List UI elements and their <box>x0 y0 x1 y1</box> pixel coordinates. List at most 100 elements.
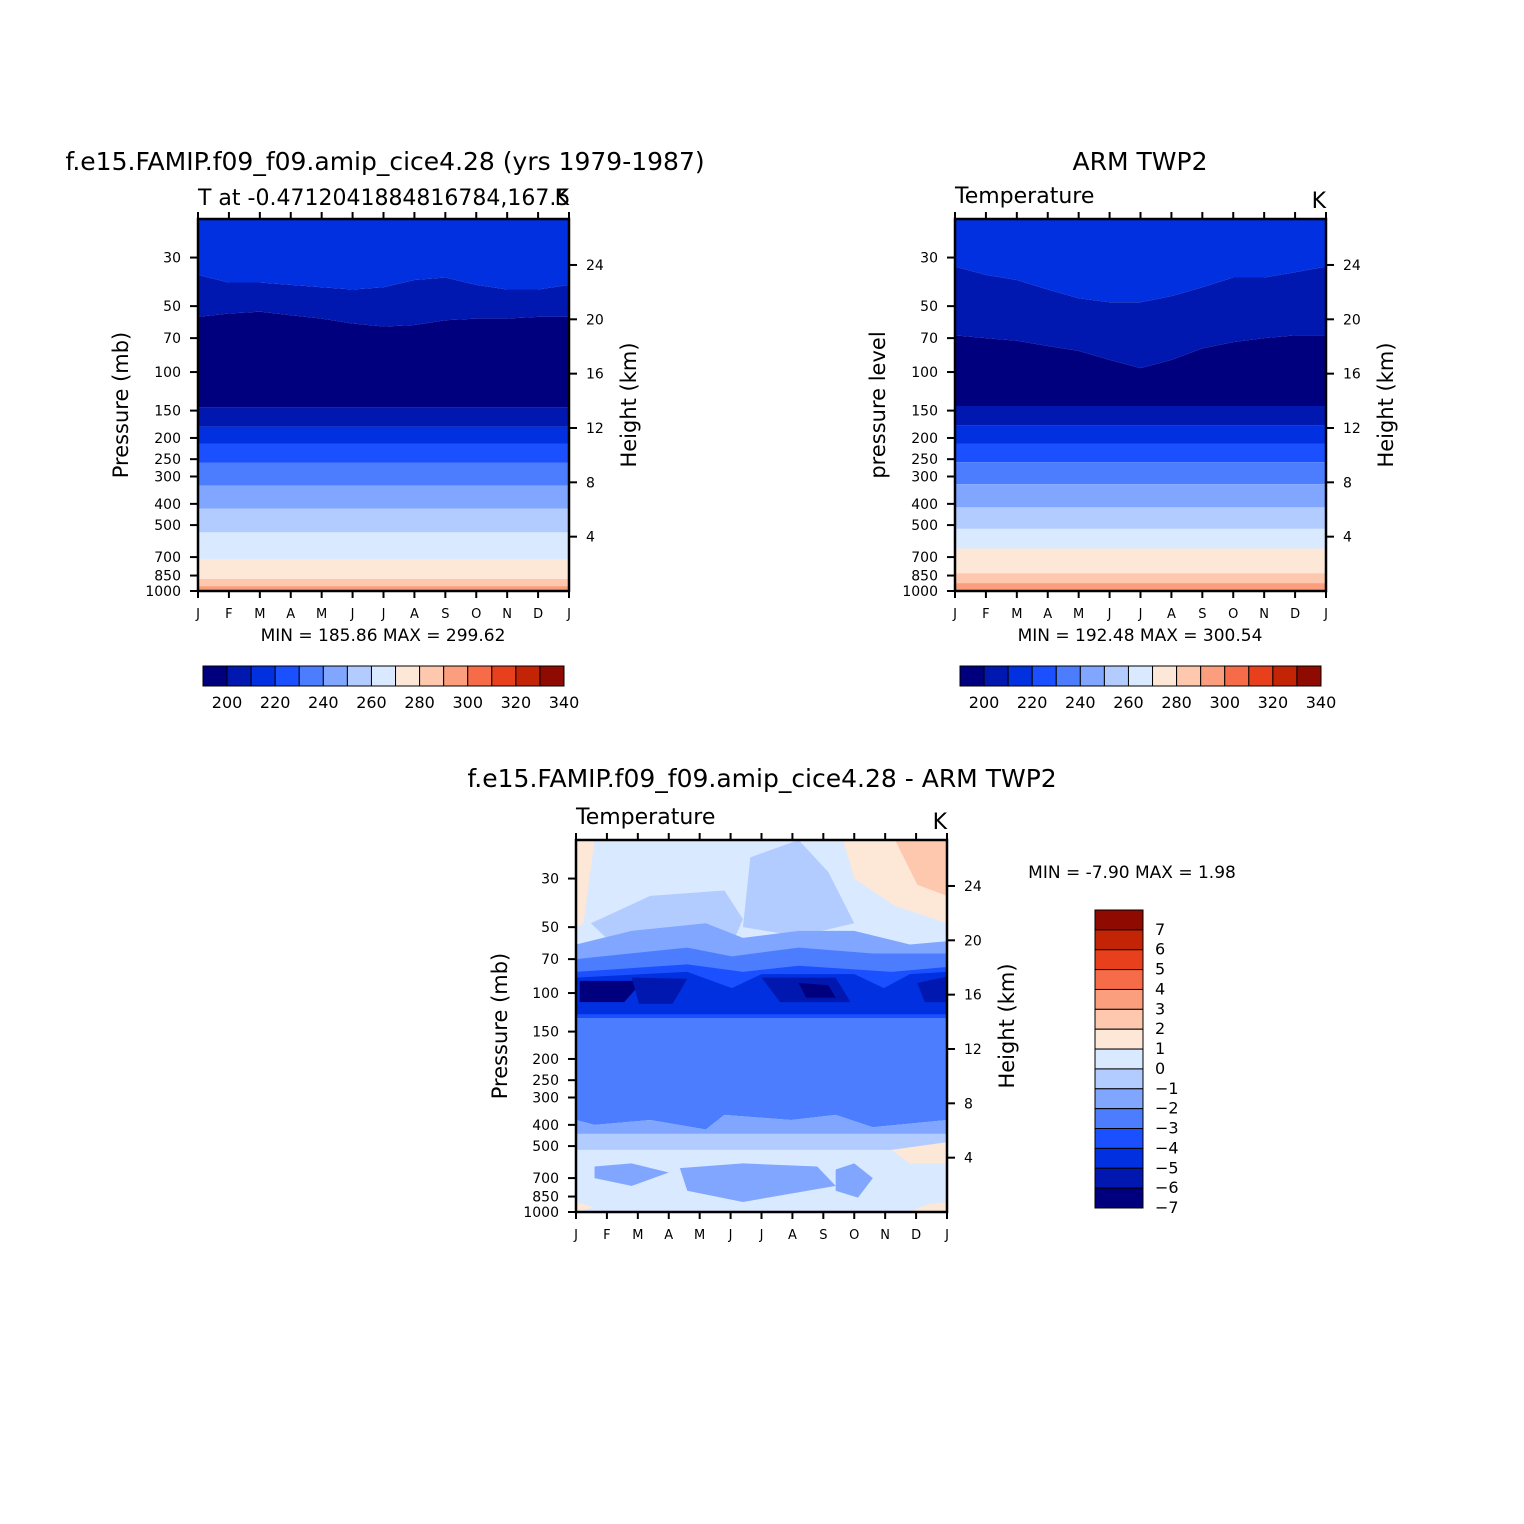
panel-a-colorbar: 200 220 240 260 280 300 320 340 <box>202 665 579 712</box>
colorbar-label: −6 <box>1155 1178 1179 1197</box>
x-tick-label: A <box>410 607 419 622</box>
colorbar-label: −5 <box>1155 1158 1179 1177</box>
contour-band <box>891 1142 947 1164</box>
y-tick-label: 300 <box>532 1091 559 1107</box>
contour-band <box>798 983 836 998</box>
panel-b-stats: MIN = 192.48 MAX = 300.54 <box>1018 626 1263 646</box>
y2-tick-label: 20 <box>1343 312 1361 328</box>
y2-tick-label: 16 <box>1343 367 1361 383</box>
colorbar-box <box>1094 1028 1144 1050</box>
x-tick-label: J <box>759 1228 764 1243</box>
y2-tick-label: 4 <box>586 530 595 546</box>
panel-c-contour-fill <box>576 840 947 1212</box>
y-tick-label: 500 <box>532 1139 559 1155</box>
contour-band <box>198 462 569 486</box>
colorbar-box <box>959 665 985 687</box>
colorbar-box <box>1094 1108 1144 1130</box>
contour-band <box>917 976 947 1003</box>
x-tick-label: A <box>788 1228 797 1243</box>
y-tick-label: 700 <box>911 550 938 566</box>
y-tick-label: 100 <box>532 986 559 1002</box>
y-tick-label: 300 <box>911 470 938 486</box>
contour-band <box>742 840 855 937</box>
contour-band <box>576 1017 947 1130</box>
colorbar-box <box>226 665 252 687</box>
x-tick-label: J <box>1107 607 1112 622</box>
panel-b-contour-fill <box>955 219 1326 591</box>
colorbar-label: 240 <box>308 693 339 712</box>
panel-b-units: K <box>1312 189 1327 214</box>
colorbar-label: 320 <box>501 693 532 712</box>
x-tick-label: J <box>728 1228 733 1243</box>
y2-tick-label: 8 <box>586 475 595 491</box>
y-tick-label: 300 <box>154 470 181 486</box>
y2-tick-label: 8 <box>964 1096 973 1112</box>
y2-tick-label: 24 <box>1343 258 1361 274</box>
contour-band <box>955 406 1326 426</box>
x-tick-label: M <box>316 607 327 622</box>
panel-c-units: K <box>933 810 948 835</box>
y2-tick-label: 12 <box>964 1042 982 1058</box>
x-tick-label: F <box>603 1228 610 1243</box>
contour-band <box>835 1163 873 1198</box>
contour-band <box>198 578 569 587</box>
colorbar-box <box>1176 665 1202 687</box>
colorbar-box <box>1094 929 1144 951</box>
colorbar-label: 220 <box>260 693 291 712</box>
x-tick-label: S <box>1198 607 1206 622</box>
colorbar-label: −3 <box>1155 1119 1179 1138</box>
y-tick-label: 250 <box>532 1073 559 1089</box>
colorbar-label: 6 <box>1155 940 1165 959</box>
x-tick-label: J <box>381 607 386 622</box>
colorbar-label: 300 <box>1209 693 1240 712</box>
y-tick-label: 700 <box>532 1171 559 1187</box>
x-tick-label: S <box>819 1228 827 1243</box>
x-tick-label: A <box>286 607 295 622</box>
x-tick-label: J <box>1323 607 1328 622</box>
panel-a-y2label: Height (km) <box>617 342 641 467</box>
colorbar-label: 2 <box>1155 1019 1165 1038</box>
panel-c-subtitle: Temperature <box>575 805 715 830</box>
colorbar-label: 7 <box>1155 920 1165 939</box>
colorbar-label: −2 <box>1155 1099 1179 1118</box>
colorbar-box <box>322 665 348 687</box>
y2-tick-label: 12 <box>586 421 604 437</box>
y-tick-label: 30 <box>163 251 181 267</box>
panel-a-ylabel: Pressure (mb) <box>109 332 133 479</box>
contour-band <box>955 219 1326 303</box>
panel-c-title: f.e15.FAMIP.f09_f09.amip_cice4.28 - ARM … <box>467 764 1056 793</box>
panel-b-subtitle: Temperature <box>954 184 1094 209</box>
contour-band <box>198 426 569 444</box>
contour-band <box>594 1163 669 1186</box>
contour-band <box>909 1201 947 1212</box>
colorbar-box <box>1152 665 1178 687</box>
y-tick-label: 1000 <box>145 584 181 600</box>
colorbar-box <box>443 665 469 687</box>
contour-band <box>955 443 1326 463</box>
colorbar-box <box>1055 665 1081 687</box>
x-tick-label: J <box>952 607 957 622</box>
y-tick-label: 100 <box>154 365 181 381</box>
x-tick-label: O <box>1228 607 1238 622</box>
contour-band <box>955 507 1326 529</box>
y-tick-label: 400 <box>911 497 938 513</box>
y-tick-label: 50 <box>163 299 181 315</box>
y-tick-label: 150 <box>911 404 938 420</box>
colorbar-box <box>1094 1088 1144 1110</box>
colorbar-box <box>298 665 324 687</box>
y-tick-label: 850 <box>532 1190 559 1206</box>
y-tick-label: 250 <box>154 452 181 468</box>
panel-a-stats: MIN = 185.86 MAX = 299.62 <box>261 626 506 646</box>
x-tick-label: N <box>502 607 512 622</box>
y-tick-label: 400 <box>154 497 181 513</box>
panel-a-units: K <box>555 186 570 211</box>
x-tick-label: M <box>254 607 265 622</box>
colorbar-box <box>1094 1187 1144 1209</box>
y-tick-label: 100 <box>911 365 938 381</box>
colorbar-box <box>370 665 397 687</box>
colorbar-box <box>1094 909 1144 931</box>
colorbar-box <box>1127 665 1154 687</box>
panel-b-axes: J F M A M J J A S O N D J 30 50 70 100 150 200 250 300 400 500… <box>902 212 1361 622</box>
contour-band <box>679 1163 836 1202</box>
colorbar-box <box>1103 665 1129 687</box>
